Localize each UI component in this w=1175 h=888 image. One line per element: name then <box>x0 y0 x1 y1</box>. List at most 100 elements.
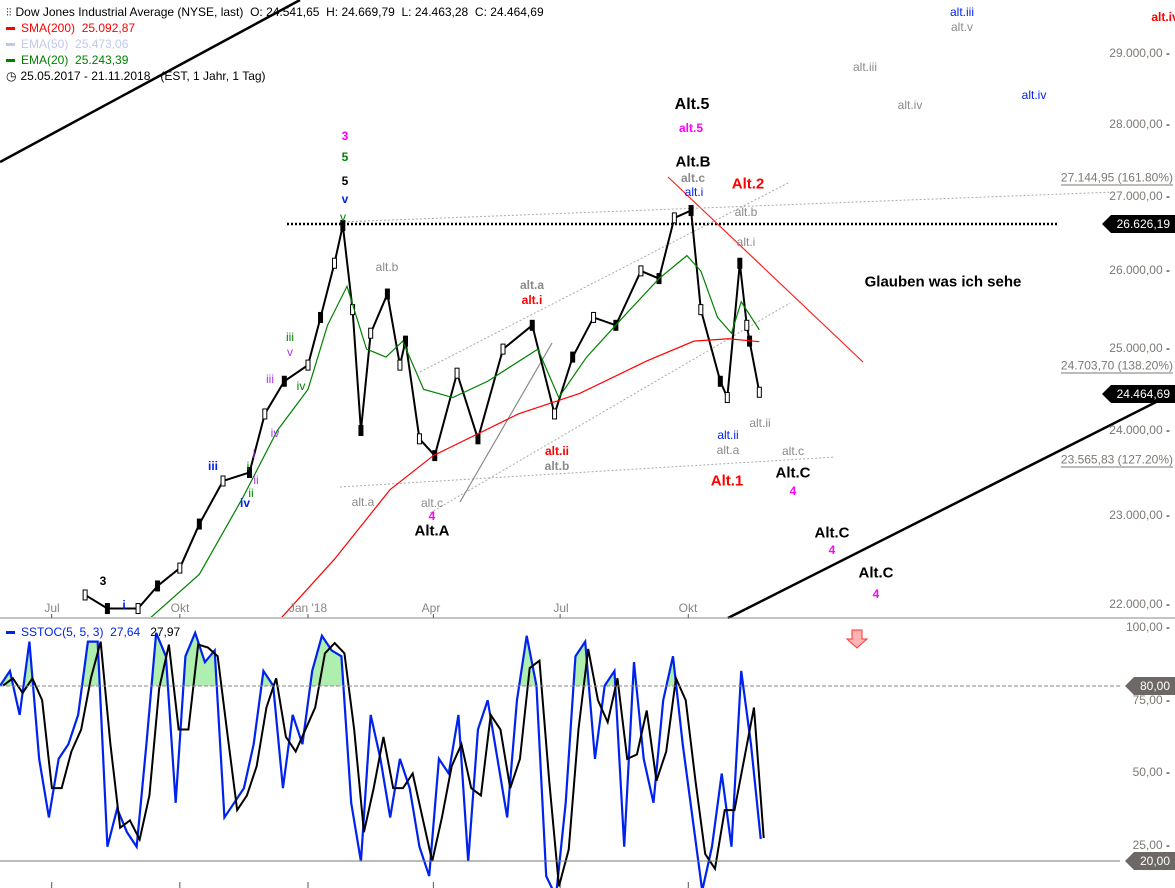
osc-tick: 100,00 <box>1126 620 1170 634</box>
price-candle <box>104 603 110 615</box>
wave-label[interactable]: alt.a <box>351 495 375 509</box>
wave-label[interactable]: alt.5 <box>678 121 704 135</box>
ema20-value: 25.243,39 <box>75 53 129 67</box>
channel-line-bottom[interactable] <box>339 456 836 488</box>
wave-label[interactable]: alt.c <box>680 171 706 185</box>
trendline-support[interactable] <box>727 393 1171 620</box>
wave-label[interactable]: alt.a <box>519 278 545 292</box>
sstoc-swatch <box>6 631 15 635</box>
wave-label[interactable]: Alt.5 <box>674 96 710 113</box>
wave-label[interactable]: 5 <box>341 150 349 164</box>
price-candle <box>416 433 422 445</box>
trendline-upper-left[interactable] <box>0 0 301 164</box>
price-tick: 25.000,00 <box>1109 341 1170 355</box>
wave-label[interactable]: 4 <box>872 587 880 601</box>
wave-label[interactable]: Alt.C <box>814 524 850 542</box>
level-80-tag: 80,00 <box>1124 677 1175 695</box>
drawing-layer <box>0 0 1171 620</box>
wave-label[interactable]: alt.iii <box>949 5 975 19</box>
wave-label[interactable]: i <box>252 447 256 461</box>
sma-value: 25.092,87 <box>81 21 136 35</box>
bar-chart-icon: ⫶⫶ <box>6 7 12 19</box>
wave-label[interactable]: Alt.C <box>858 564 894 582</box>
trendline-gray[interactable] <box>459 342 553 503</box>
price-candle <box>591 311 597 323</box>
wave-label[interactable]: iii <box>207 459 219 473</box>
sstoc-k-value: 27,64 <box>110 625 141 639</box>
sstoc-name: SSTOC(5, 5, 3) <box>21 625 104 639</box>
wave-label[interactable]: Alt.A <box>414 522 450 540</box>
wave-label[interactable]: alt.i <box>684 185 704 199</box>
wave-label[interactable]: i <box>246 459 250 473</box>
ohlc-values: O: 24.541,65 H: 24.669,79 L: 24.463,28 C… <box>250 5 544 19</box>
wave-label[interactable]: iii <box>266 372 274 386</box>
channel-line-top[interactable] <box>339 191 1116 223</box>
oscillator-legend[interactable]: SSTOC(5, 5, 3) 27,64 27,97 <box>6 624 180 640</box>
price-candle <box>529 319 535 331</box>
wave-label[interactable]: alt.c <box>781 444 805 458</box>
wave-label[interactable]: iii <box>286 330 294 344</box>
date-tick: Jul <box>553 601 569 615</box>
series-line-sma-200- <box>281 338 760 617</box>
sell-signal-arrow-icon <box>845 629 869 649</box>
wave-label[interactable]: i <box>122 598 126 612</box>
wave-label[interactable]: alt.a <box>716 443 740 457</box>
wave-label[interactable]: alt.iv <box>1021 88 1047 102</box>
fib-level-127[interactable]: 23.565,83 (127.20%) <box>1060 452 1173 468</box>
level-20-tag: 20,00 <box>1124 852 1175 870</box>
wave-label[interactable]: v <box>340 210 346 224</box>
wave-label[interactable]: iv <box>296 379 306 393</box>
legend-ema20[interactable]: EMA(20) 25.243,39 <box>6 52 128 68</box>
fib-level-138[interactable]: 24.703,70 (138.20%) <box>1060 358 1173 374</box>
wave-label[interactable]: alt.ii <box>544 444 570 458</box>
wave-label[interactable]: v <box>287 345 293 359</box>
wave-label[interactable]: Alt.2 <box>731 175 765 193</box>
wave-label[interactable]: alt.b <box>544 459 570 473</box>
wave-label[interactable]: v <box>341 192 349 206</box>
price-candle <box>135 603 141 615</box>
wave-label[interactable]: alt.c <box>420 496 444 510</box>
wave-label[interactable]: 3 <box>99 574 107 588</box>
sstoc-k-line <box>0 629 762 888</box>
date-axis-ticks <box>51 614 689 888</box>
wave-label[interactable]: 5 <box>341 174 349 188</box>
resistance-price-tag: 26.626,19 <box>1101 215 1175 233</box>
wave-label[interactable]: ii <box>253 473 259 487</box>
price-candle <box>155 580 161 592</box>
wave-label[interactable]: alt.b <box>375 260 399 274</box>
price-candle <box>744 319 750 331</box>
legend-ema50[interactable]: EMA(50) 25.473,06 <box>6 36 128 52</box>
price-candle <box>305 359 311 371</box>
date-range-text: 25.05.2017 - 21.11.2018 (EST, 1 Jahr, 1 … <box>20 69 266 83</box>
channel-line-lower[interactable] <box>429 302 791 514</box>
price-tick: 28.000,00 <box>1109 117 1170 131</box>
wave-label[interactable]: alt.iv <box>897 98 923 112</box>
wave-label[interactable]: 4 <box>789 484 797 498</box>
wave-label[interactable]: iv <box>239 496 251 510</box>
wave-label[interactable]: alt.ii <box>749 416 771 430</box>
wave-label[interactable]: alt.ii <box>717 428 739 442</box>
wave-label[interactable]: 4 <box>828 543 836 557</box>
wave-label[interactable]: Glauben was ich sehe <box>864 273 1022 291</box>
wave-label[interactable]: 3 <box>341 129 349 143</box>
wave-label[interactable]: ii <box>248 486 254 500</box>
wave-label[interactable]: 4 <box>428 509 436 523</box>
price-candle <box>340 219 346 231</box>
date-tick: Okt <box>170 601 190 615</box>
wave-label[interactable]: iv <box>270 426 280 440</box>
wave-label[interactable]: Alt.C <box>775 464 811 482</box>
wave-label[interactable]: Alt.B <box>675 153 711 171</box>
legend-sma200[interactable]: SMA(200) 25.092,87 <box>6 20 135 36</box>
wave-label[interactable]: Alt.1 <box>710 472 744 490</box>
channel-line-upper[interactable] <box>419 181 791 373</box>
fib-level-161[interactable]: 27.144,95 (161.80%) <box>1060 170 1173 186</box>
instrument-name: Dow Jones Industrial Average (NYSE, last… <box>15 5 244 19</box>
wave-label[interactable]: alt.b <box>734 205 758 219</box>
wave-label[interactable]: alt.iv <box>1151 10 1175 24</box>
wave-label[interactable]: alt.i <box>521 293 543 307</box>
ema20-name: EMA(20) <box>21 53 69 67</box>
wave-label[interactable]: alt.v <box>950 20 974 34</box>
wave-label[interactable]: alt.i <box>736 235 756 249</box>
price-candle <box>358 424 364 436</box>
wave-label[interactable]: alt.iii <box>852 60 878 74</box>
